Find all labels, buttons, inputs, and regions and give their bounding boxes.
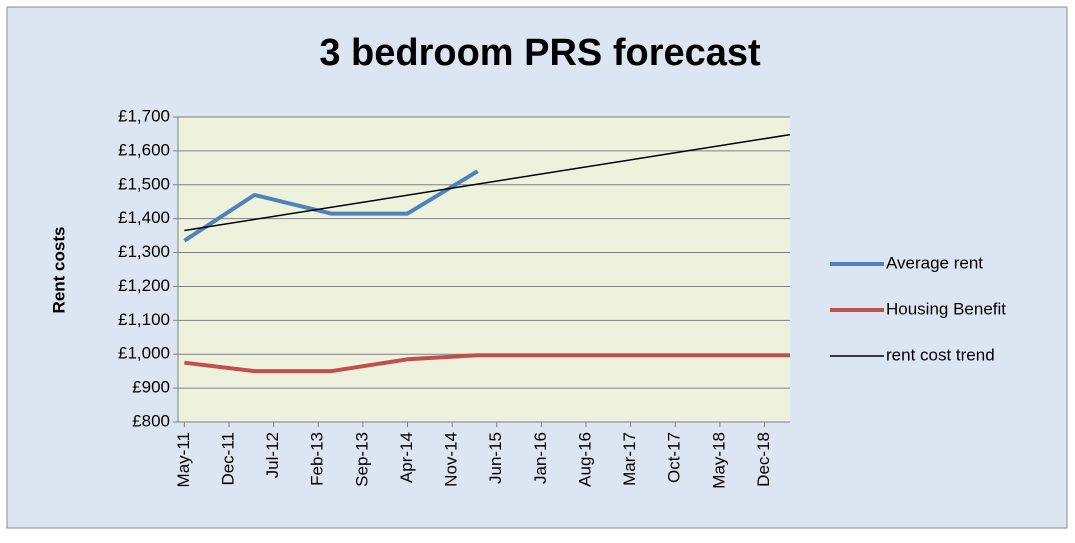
legend-label: rent cost trend (886, 345, 995, 364)
series-line (184, 353, 790, 374)
x-tick-label: May-11 (174, 432, 193, 487)
y-tick-label: £1,200 (118, 276, 170, 295)
x-tick-label: Dec-11 (218, 432, 237, 486)
y-tick-label: £1,600 (118, 140, 170, 159)
y-tick-label: £1,100 (118, 310, 170, 329)
x-tick-label: Aug-16 (575, 432, 594, 487)
legend-label: Housing Benefit (886, 299, 1006, 318)
x-tick-label: Sep-13 (352, 432, 371, 487)
x-tick-label: Jul-12 (263, 432, 282, 478)
x-tick-label: Dec-18 (754, 432, 773, 487)
y-tick-label: £1,300 (118, 242, 170, 261)
y-tick-label: £1,500 (118, 174, 170, 193)
y-tick-label: £1,700 (118, 106, 170, 125)
x-tick-label: Mar-17 (620, 432, 639, 486)
x-tick-label: Jun-15 (486, 432, 505, 484)
y-tick-label: £1,000 (118, 344, 170, 363)
x-tick-label: Jan-16 (531, 432, 550, 484)
y-axis-title: Rent costs (49, 227, 68, 314)
x-tick-label: Nov-14 (442, 432, 461, 487)
chart-title: 3 bedroom PRS forecast (319, 32, 761, 74)
y-tick-label: £1,400 (118, 208, 170, 227)
x-tick-label: May-18 (709, 432, 728, 489)
y-tick-label: £900 (132, 378, 170, 397)
legend-label: Average rent (886, 253, 983, 272)
y-tick-label: £800 (132, 411, 170, 430)
plot-area (178, 117, 790, 422)
series-line (183, 169, 479, 243)
x-tick-label: Apr-14 (397, 432, 416, 483)
series-line (184, 133, 791, 232)
x-tick-label: Oct-17 (665, 432, 684, 483)
x-tick-label: Feb-13 (308, 432, 327, 486)
